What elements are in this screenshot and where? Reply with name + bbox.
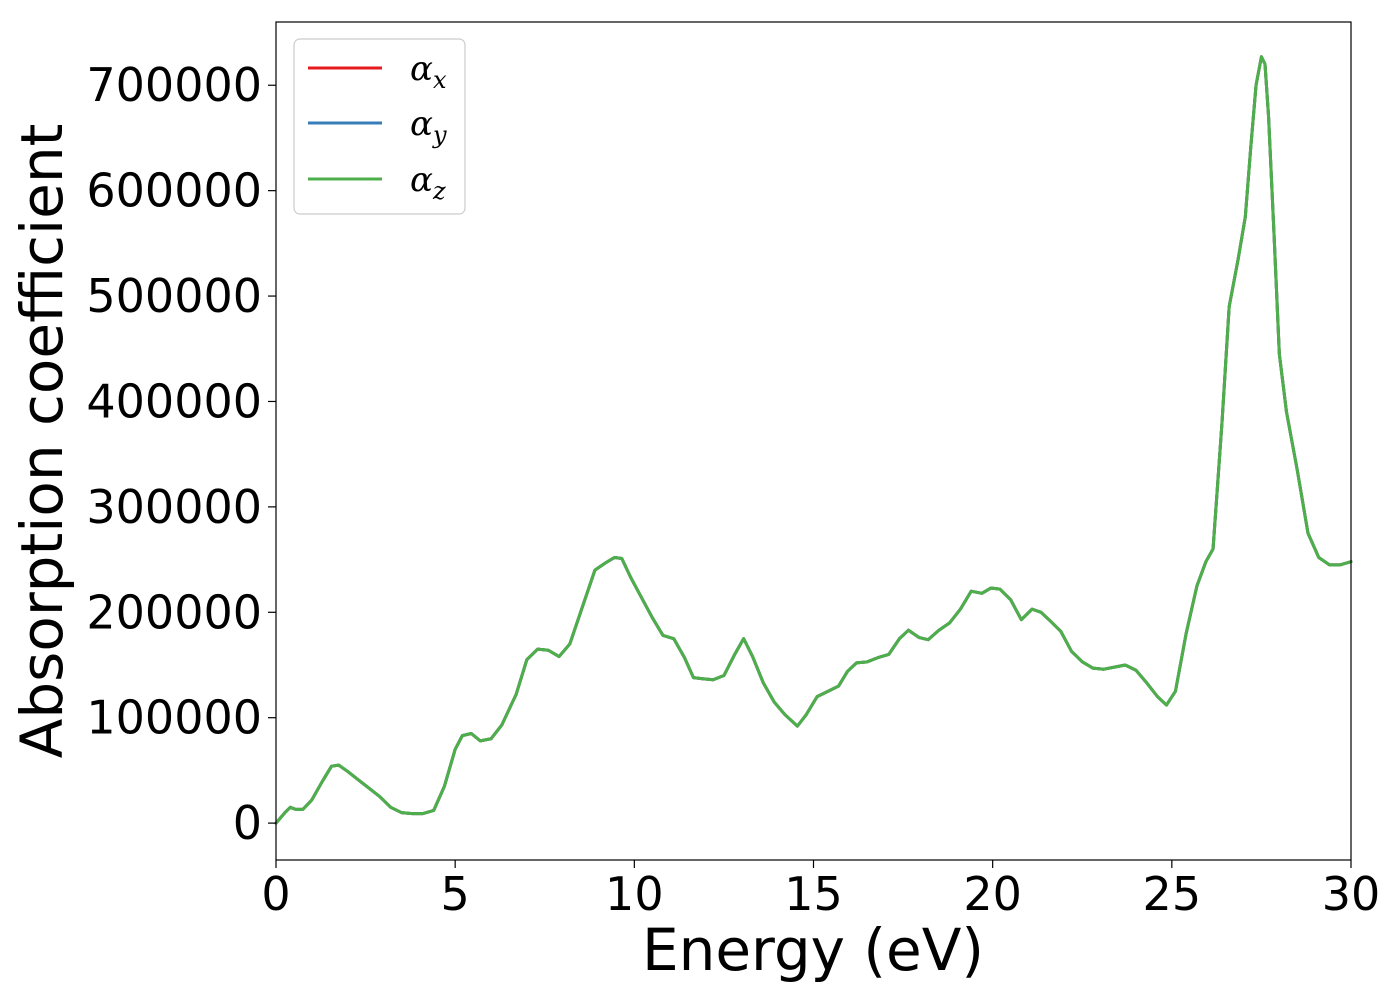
y-axis-ticks: 0 100000 200000 300000 400000 500000 600000 700… xyxy=(86,58,276,850)
y-tick-label: 600000 xyxy=(86,164,262,218)
legend-box xyxy=(293,38,466,215)
x-tick-label: 10 xyxy=(605,867,664,921)
y-tick-label: 400000 xyxy=(86,374,262,428)
y-tick-label: 300000 xyxy=(86,480,262,534)
x-tick-label: 0 xyxy=(261,867,290,921)
y-axis-label: Absorption coefficient xyxy=(8,124,76,759)
y-tick-label: 100000 xyxy=(86,691,262,745)
x-tick-label: 5 xyxy=(441,867,470,921)
legend-entries: αx αy αz xyxy=(308,49,447,205)
x-tick-label: 15 xyxy=(784,867,843,921)
x-axis-ticks: 0 5 10 15 20 25 30 xyxy=(261,860,1380,921)
y-tick-label: 200000 xyxy=(86,585,262,639)
x-axis-label: Energy (eV) xyxy=(642,916,984,984)
series-line-3 xyxy=(274,55,1353,825)
legend-label: αy xyxy=(410,104,447,149)
y-tick-label: 0 xyxy=(233,796,262,850)
series-lines xyxy=(274,55,1353,825)
y-tick-label: 700000 xyxy=(86,58,262,112)
legend-label: αx xyxy=(410,49,447,94)
x-tick-label: 30 xyxy=(1322,867,1381,921)
legend-label: αz xyxy=(410,160,446,205)
legend: αx αy αz xyxy=(293,38,466,215)
x-tick-label: 20 xyxy=(963,867,1022,921)
x-tick-label: 25 xyxy=(1143,867,1202,921)
y-tick-label: 500000 xyxy=(86,269,262,323)
